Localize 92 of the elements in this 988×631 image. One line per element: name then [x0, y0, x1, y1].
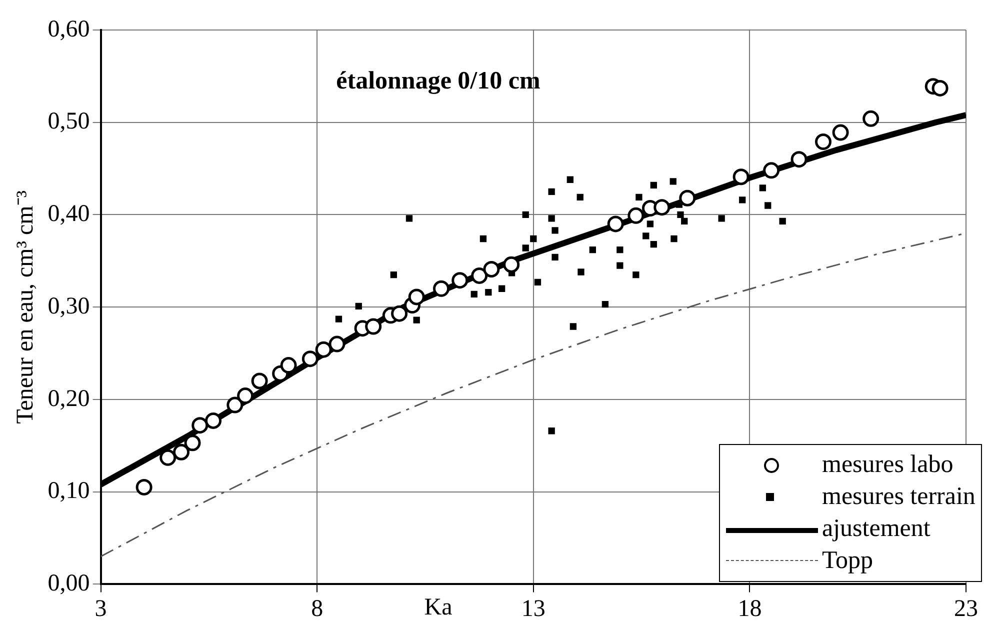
- point: [732, 168, 750, 186]
- point: [681, 218, 688, 225]
- point: [670, 235, 678, 242]
- point: [670, 178, 676, 185]
- point: [718, 215, 725, 222]
- point: [628, 207, 644, 224]
- legend-label: Topp: [822, 546, 874, 576]
- point: [616, 262, 624, 269]
- point: [548, 428, 555, 434]
- legend-label: ajustement: [822, 514, 930, 544]
- legend-label: mesures labo: [822, 450, 954, 480]
- point: [328, 336, 346, 352]
- legend-label: mesures terrain: [822, 482, 976, 512]
- point: [616, 246, 624, 254]
- point: [552, 227, 558, 234]
- point: [280, 357, 297, 374]
- point: [642, 232, 650, 240]
- point: [335, 316, 342, 322]
- point: [548, 215, 555, 222]
- point: [763, 162, 780, 179]
- point: [764, 202, 772, 209]
- point: [607, 216, 624, 232]
- point: [650, 240, 657, 248]
- annotation: étalonnage 0/10 cm: [336, 67, 540, 94]
- point: [566, 176, 574, 183]
- point: [677, 211, 684, 218]
- point: [365, 318, 382, 335]
- point: [679, 190, 696, 206]
- point: [790, 151, 808, 168]
- point: [832, 124, 849, 141]
- y-tick-label: 0,10: [48, 478, 90, 504]
- point: [355, 302, 362, 310]
- point: [552, 254, 558, 261]
- point: [408, 288, 425, 306]
- point: [184, 434, 201, 452]
- x-tick-label: 23: [954, 596, 978, 622]
- point: [650, 182, 657, 189]
- point: [413, 316, 420, 324]
- point: [779, 218, 786, 225]
- point: [433, 280, 450, 297]
- point: [503, 256, 520, 273]
- point: [406, 215, 413, 222]
- point: [173, 444, 190, 460]
- point: [570, 323, 577, 330]
- point: [646, 220, 654, 228]
- point: [251, 372, 268, 390]
- point: [315, 341, 332, 358]
- y-tick-label: 0,20: [48, 386, 90, 412]
- point: [205, 412, 222, 429]
- point: [534, 278, 542, 286]
- y-tick-label: 0,50: [48, 108, 90, 135]
- y-tick-label: 0,60: [48, 16, 90, 42]
- point: [636, 194, 642, 201]
- point: [602, 301, 609, 308]
- point: [498, 285, 506, 292]
- x-axis-title: Ka: [424, 594, 453, 620]
- point: [759, 184, 766, 192]
- x-tick-label: 8: [311, 596, 324, 622]
- point: [739, 196, 746, 204]
- point: [390, 271, 397, 278]
- y-tick-label: 0,00: [48, 570, 90, 596]
- point: [862, 110, 880, 127]
- point: [522, 244, 529, 252]
- point: [160, 449, 176, 466]
- point: [522, 211, 529, 218]
- point: [237, 388, 254, 404]
- x-tick-label: 3: [94, 596, 107, 622]
- y-axis-title: Teneur en eau, cm³ cm⁻³: [12, 190, 39, 424]
- point: [136, 478, 152, 496]
- point: [471, 267, 488, 284]
- point: [192, 417, 208, 434]
- y-tick-label: 0,40: [48, 201, 90, 228]
- point: [391, 305, 408, 322]
- point: [485, 288, 492, 296]
- point: [302, 350, 318, 368]
- point: [578, 268, 584, 276]
- y-tick-label: 0,30: [48, 293, 90, 320]
- point: [470, 290, 478, 298]
- point: [814, 134, 832, 150]
- point: [530, 235, 537, 242]
- point: [480, 235, 487, 242]
- x-tick-label: 13: [521, 596, 546, 622]
- x-tick-label: 18: [738, 596, 762, 622]
- point: [548, 188, 555, 195]
- point: [226, 396, 244, 414]
- point: [452, 272, 468, 289]
- point: [632, 271, 640, 278]
- point: [576, 194, 584, 201]
- point: [654, 199, 670, 216]
- point: [589, 246, 596, 254]
- point: [483, 260, 500, 278]
- point: [932, 80, 948, 96]
